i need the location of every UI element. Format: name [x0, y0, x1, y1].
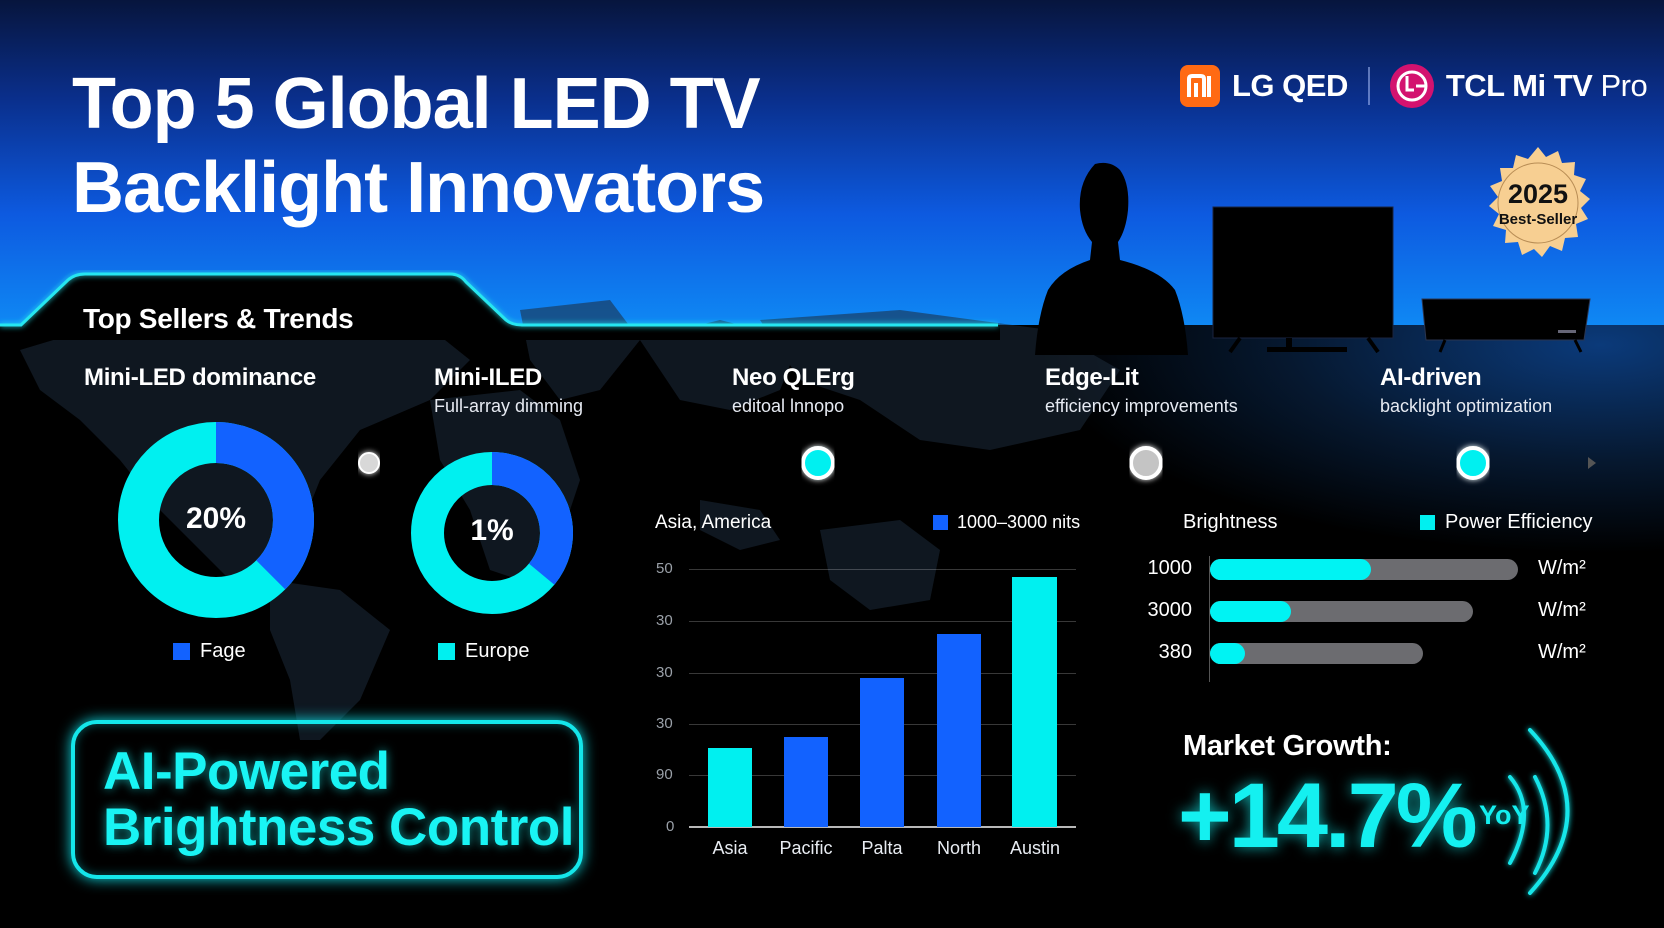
- x-tick: Pacific: [779, 838, 833, 858]
- market-growth-label: Market Growth:: [1183, 730, 1392, 762]
- brand-divider: [1367, 67, 1370, 105]
- hbar-unit: W/m²: [1538, 599, 1586, 621]
- bar-chart-title: Asia, America: [655, 512, 772, 533]
- donut-1-legend: Fage: [173, 640, 246, 663]
- lg-logo-icon: [1389, 64, 1434, 108]
- y-tick: 0: [666, 818, 675, 835]
- x-tick: Austin: [1009, 838, 1061, 858]
- timeline-node-4: [1456, 446, 1490, 480]
- timeline-item-1-title: Mini-LED dominance: [84, 364, 316, 391]
- bar-north: [937, 634, 981, 827]
- seal-icon: [1489, 147, 1590, 257]
- gridline: [689, 569, 1076, 570]
- legend-swatch-blue: [933, 515, 948, 530]
- hbar-chart: Brightness Power Efficiency 1000 W/m² 30…: [1140, 500, 1664, 690]
- callout-text: AI-Powered Brightness Control: [103, 744, 574, 856]
- timeline-item-2-title: Mini-ILED: [434, 364, 542, 391]
- callout-line-1: AI-Powered: [103, 742, 390, 801]
- donut-chart-2: [411, 452, 573, 614]
- signal-waves-icon: [1508, 728, 1570, 895]
- tv-silhouette-icon: [1212, 206, 1394, 354]
- timeline-item-5-subtitle: backlight optimization: [1380, 396, 1553, 416]
- hbar-unit: W/m²: [1538, 557, 1586, 579]
- title-line-2: Backlight Innovators: [72, 148, 765, 228]
- brand-name-bold: TCL Mi TV: [1445, 68, 1593, 103]
- section-tab-frame: [0, 272, 1000, 340]
- mi-logo-icon: [1180, 65, 1220, 107]
- market-growth-suffix: YoY: [1479, 800, 1530, 830]
- y-tick: 90: [656, 766, 673, 783]
- gridline: [689, 673, 1076, 674]
- person-silhouette-icon: [1035, 162, 1188, 355]
- section-heading: Top Sellers & Trends: [83, 303, 354, 334]
- hbar-chart-title: Brightness: [1183, 511, 1278, 533]
- bar-austin: [1012, 577, 1057, 827]
- hbar-fill-3: [1210, 643, 1245, 664]
- hbar-row-label: 3000: [1147, 599, 1193, 621]
- y-tick: 30: [656, 664, 673, 681]
- timeline-item-2-subtitle: Full-array dimming: [434, 396, 584, 416]
- timeline-item-4-title: Edge-Lit: [1045, 364, 1139, 391]
- brand-name-tcl-mi-tv-pro: TCL Mi TV Pro: [1445, 68, 1648, 104]
- donut-1-value: 20%: [185, 502, 247, 535]
- timeline-node-3: [1129, 446, 1163, 480]
- x-tick: North: [936, 838, 981, 858]
- hbar-unit: W/m²: [1538, 641, 1586, 663]
- timeline-arrow-icon: [1588, 457, 1596, 469]
- legend-label: 1000–3000 nits: [957, 512, 1081, 532]
- badge-year: 2025: [1507, 179, 1569, 209]
- hbar-fill-1: [1210, 559, 1371, 580]
- y-tick: 50: [656, 560, 673, 577]
- y-tick: 30: [656, 715, 673, 732]
- bar-chart: Asia, America 1000–3000 nits 50 30 30 30…: [640, 500, 1100, 870]
- hbar-track-3: [1210, 643, 1423, 664]
- timeline-node-start: [358, 452, 380, 474]
- hbar-track-2: [1210, 601, 1473, 622]
- hbar-row-label: 380: [1158, 641, 1192, 663]
- timeline-item-3-subtitle: editoal lnnopo: [732, 396, 845, 416]
- legend-label: Power Efficiency: [1445, 511, 1593, 533]
- legend-swatch-blue: [173, 643, 190, 660]
- y-tick: 30: [656, 612, 673, 629]
- donut-chart-1: [118, 422, 314, 618]
- x-axis: [689, 826, 1076, 828]
- hbar-fill-2: [1210, 601, 1291, 622]
- best-seller-badge: 2025 Best-Seller: [1478, 145, 1598, 265]
- product-silhouettes: [1035, 162, 1591, 355]
- timeline-item-4-subtitle: efficiency improvements: [1045, 396, 1238, 416]
- bar-chart-legend: 1000–3000 nits: [933, 512, 1080, 533]
- hbar-axis: [1209, 556, 1210, 682]
- ai-brightness-callout: AI-Powered Brightness Control: [71, 720, 583, 879]
- brand-logos: LG QED TCL Mi TV Pro: [1180, 64, 1648, 108]
- bar-pacific: [784, 737, 828, 827]
- timeline-item-3-title: Neo QLErg: [732, 364, 855, 391]
- legend-label: Europe: [465, 640, 530, 662]
- legend-swatch-cyan: [1420, 515, 1435, 530]
- x-tick: Palta: [861, 838, 903, 858]
- hbar-track-1: [1210, 559, 1518, 580]
- timeline-item-5-title: AI-driven: [1380, 364, 1482, 391]
- legend-label: Fage: [200, 640, 246, 662]
- world-map-background: [20, 300, 1120, 740]
- hbar-row-label: 1000: [1147, 557, 1193, 579]
- market-growth-value: +14.7%: [1178, 765, 1478, 867]
- soundbar-silhouette-icon: [1421, 298, 1591, 353]
- x-tick: Asia: [712, 838, 748, 858]
- title-line-1: Top 5 Global LED TV: [72, 64, 761, 144]
- hbar-chart-legend: Power Efficiency: [1420, 511, 1592, 534]
- legend-swatch-cyan: [438, 643, 455, 660]
- callout-line-2: Brightness Control: [103, 798, 574, 857]
- donut-2-legend: Europe: [438, 640, 530, 663]
- brand-name-light: Pro: [1592, 68, 1648, 103]
- timeline-node-2: [801, 446, 835, 480]
- timeline-track: [358, 446, 1596, 480]
- bar-palta: [860, 678, 904, 827]
- badge-label: Best-Seller: [1498, 211, 1578, 228]
- page-title: Top 5 Global LED TV Backlight Innovators: [72, 62, 765, 230]
- donut-2-value: 1%: [470, 514, 514, 547]
- bar-asia: [708, 748, 752, 827]
- brand-name-lg-qed: LG QED: [1232, 68, 1348, 103]
- gridline: [689, 621, 1076, 622]
